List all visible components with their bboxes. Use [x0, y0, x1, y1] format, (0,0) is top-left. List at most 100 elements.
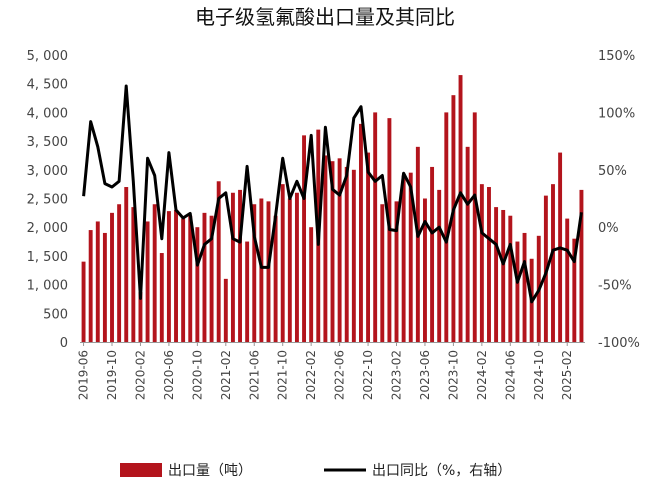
bar [102, 232, 107, 342]
left-tick-label: 2, 000 [27, 221, 68, 236]
bar [380, 204, 385, 342]
bar [81, 261, 86, 342]
bar [522, 232, 527, 342]
yoy-line [82, 84, 583, 304]
bar [309, 227, 314, 342]
left-tick-label: 5, 000 [27, 49, 68, 64]
legend-bar-swatch [120, 463, 162, 477]
bar [259, 198, 264, 342]
bar [95, 221, 100, 342]
bar [344, 166, 349, 342]
bar [252, 204, 257, 342]
bar [323, 155, 328, 342]
x-tick-label: 2022-10 [361, 350, 375, 400]
bar [238, 189, 242, 342]
bar [444, 112, 449, 343]
left-tick-label: 500 [43, 307, 68, 322]
bar [479, 184, 484, 342]
left-tick-label: 3, 000 [27, 164, 68, 179]
bar [88, 230, 93, 342]
x-tick-label: 2021-02 [219, 350, 233, 400]
right-tick-label: 0% [598, 221, 619, 236]
legend: 出口量（吨） 出口同比（%，右轴） [120, 463, 511, 479]
right-tick-label: -100% [598, 336, 640, 351]
x-tick-label: 2022-06 [333, 350, 347, 400]
legend-bar-label: 出口量（吨） [168, 463, 252, 479]
x-tick-label: 2024-06 [503, 350, 517, 400]
bar [302, 135, 307, 342]
x-tick-label: 2020-02 [133, 350, 147, 400]
bar [330, 161, 335, 342]
bar [181, 218, 186, 342]
bar [266, 201, 271, 342]
bar [294, 192, 299, 342]
x-tick-label: 2025-02 [560, 350, 574, 400]
bar [465, 146, 470, 342]
bar [174, 209, 178, 342]
x-tick-label: 2023-02 [390, 350, 404, 400]
x-tick-label: 2024-02 [475, 350, 489, 400]
chart-title: 电子级氢氟酸出口量及其同比 [195, 5, 455, 29]
bar [515, 241, 520, 342]
bar [551, 184, 555, 342]
bar [337, 158, 342, 342]
left-axis-ticks: 0 500 1, 000 1, 500 2, 000 2, 500 3, 000 3, 500… [27, 49, 68, 351]
x-tick-label: 2024-10 [532, 350, 546, 400]
bar [487, 187, 491, 342]
left-tick-label: 4, 000 [27, 106, 68, 121]
bar [423, 198, 427, 342]
left-tick-label: 3, 500 [27, 135, 68, 150]
x-tick-label: 2021-06 [247, 350, 261, 400]
right-axis-ticks: -100% -50% 0% 50% 100% 150% [598, 49, 640, 351]
right-tick-label: 150% [598, 49, 635, 64]
bar [117, 204, 122, 342]
bar [216, 181, 221, 342]
bar [223, 278, 228, 342]
bar [202, 212, 207, 342]
bar [145, 221, 150, 342]
right-tick-label: -50% [598, 279, 632, 294]
bar-series [81, 75, 584, 343]
x-tick-label: 2023-06 [418, 350, 432, 400]
x-tick-label: 2022-02 [304, 350, 318, 400]
x-tick-label: 2021-10 [276, 350, 290, 400]
x-tick-label: 2020-10 [190, 350, 204, 400]
x-axis-ticks: 2019-06 2019-10 2020-02 2020-06 2020-10 2021-… [77, 342, 574, 400]
x-tick-label: 2019-06 [77, 350, 91, 400]
bar [358, 123, 363, 342]
bar [373, 112, 378, 343]
bar [451, 95, 456, 343]
bar [458, 75, 463, 342]
x-tick-label: 2023-10 [446, 350, 460, 400]
left-tick-label: 4, 500 [27, 78, 68, 93]
bar [366, 152, 371, 342]
bar [472, 112, 477, 343]
bar [131, 207, 136, 342]
bar [138, 292, 143, 342]
left-tick-label: 0 [60, 336, 68, 351]
bar [188, 215, 193, 342]
bar [494, 207, 499, 342]
right-tick-label: 100% [598, 106, 635, 121]
bar [501, 209, 506, 342]
bar [351, 169, 356, 342]
left-tick-label: 2, 500 [27, 193, 68, 208]
bar [280, 184, 285, 342]
legend-line-label: 出口同比（%，右轴） [372, 463, 511, 479]
left-tick-label: 1, 500 [27, 250, 68, 265]
bar [245, 241, 250, 342]
bar [565, 218, 570, 342]
x-tick-label: 2020-06 [162, 350, 176, 400]
bar [230, 192, 235, 342]
bar [394, 201, 399, 342]
bar [415, 146, 420, 342]
bar [166, 211, 171, 342]
bar [579, 189, 584, 342]
bar [287, 198, 292, 342]
bar [572, 238, 577, 342]
x-tick-label: 2019-10 [105, 350, 119, 400]
bar [124, 187, 129, 342]
line-series [82, 84, 583, 304]
bar [508, 215, 513, 342]
